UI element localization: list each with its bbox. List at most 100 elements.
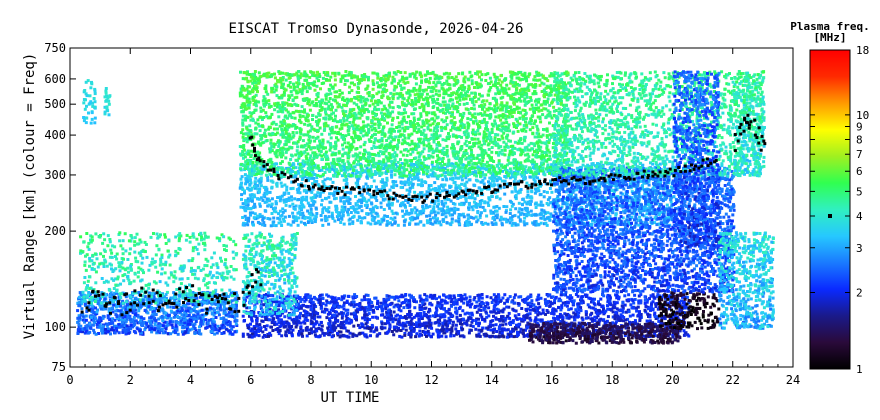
echo-cell [217, 304, 220, 307]
echo-cell [176, 301, 179, 304]
echo-cell [588, 325, 591, 328]
echo-cell [176, 310, 179, 313]
echo-cell [490, 320, 493, 323]
echo-cell [707, 321, 710, 324]
echo-cell [293, 256, 296, 259]
echo-cell [189, 323, 192, 326]
echo-cell [261, 274, 264, 277]
echo-cell [268, 313, 271, 316]
echo-cell [542, 312, 545, 315]
echo-cell [686, 311, 689, 314]
echo-cell [562, 341, 565, 344]
echo-cell [137, 266, 140, 269]
echo-cell [151, 292, 154, 295]
echo-cell [309, 313, 312, 316]
echo-cell [696, 317, 699, 320]
echo-cell [371, 305, 374, 308]
echo-cell [85, 269, 88, 272]
echo-cell [252, 296, 255, 299]
echo-cell [627, 327, 630, 330]
echo-cell [644, 330, 647, 333]
echo-cell [495, 308, 498, 311]
echo-cell [540, 318, 543, 321]
echo-cell [523, 335, 526, 338]
echo-cell [565, 324, 568, 327]
echo-cell [266, 324, 269, 327]
echo-cell [210, 256, 213, 259]
echo-cell [622, 341, 625, 344]
echo-cell [201, 309, 204, 312]
echo-cell [292, 320, 295, 323]
echo-cell [300, 325, 303, 328]
echo-cell [159, 280, 162, 283]
echo-cell [557, 330, 560, 333]
echo-cell [104, 111, 107, 114]
echo-cell [464, 293, 467, 296]
echo-cell [494, 300, 497, 303]
echo-cell [115, 327, 118, 330]
echo-cell [142, 299, 145, 302]
echo-cell [589, 313, 592, 316]
echo-cell [409, 296, 412, 299]
echo-cell [419, 312, 422, 315]
echo-cell [611, 328, 614, 331]
echo-cell [109, 263, 112, 266]
echo-cell [133, 323, 136, 326]
echo-cell [556, 315, 559, 318]
echo-cell [361, 332, 364, 335]
echo-cell [446, 330, 449, 333]
echo-cell [495, 335, 498, 338]
echo-cell [542, 322, 545, 325]
echo-cell [268, 332, 271, 335]
echo-cell [276, 274, 279, 277]
echo-cell [235, 304, 238, 307]
echo-cell [141, 262, 144, 265]
echo-cell [184, 305, 187, 308]
echo-cell [272, 245, 275, 248]
echo-cell [263, 236, 266, 239]
echo-cell [371, 324, 374, 327]
echo-cell [235, 301, 238, 304]
echo-cell [601, 331, 604, 334]
echo-cell [212, 263, 215, 266]
echo-cell [169, 320, 172, 323]
echo-cell [96, 323, 99, 326]
echo-cell [493, 293, 496, 296]
echo-cell [417, 318, 420, 321]
echo-cell [585, 332, 588, 335]
echo-cell [709, 326, 712, 329]
echo-cell [517, 302, 520, 305]
echo-cell [112, 269, 115, 272]
echo-cell [170, 317, 173, 320]
echo-cell [87, 112, 90, 115]
echo-cell [174, 236, 177, 239]
echo-cell [275, 323, 278, 326]
echo-cell [108, 307, 111, 310]
echo-cell [652, 340, 655, 343]
echo-cell [252, 243, 255, 246]
echo-cell [707, 327, 710, 330]
echo-cell [126, 324, 129, 327]
echo-cell [136, 233, 139, 236]
echo-cell [84, 98, 87, 101]
echo-cell [178, 232, 181, 235]
echo-cell [118, 231, 121, 234]
echo-cell [555, 342, 558, 345]
echo-cell [222, 321, 225, 324]
echo-cell [350, 312, 353, 315]
echo-cell [87, 280, 90, 283]
echo-cell [415, 321, 418, 324]
echo-cell [281, 304, 284, 307]
echo-cell [364, 318, 367, 321]
echo-cell [573, 316, 576, 319]
echo-cell [616, 301, 619, 304]
echo-cell [261, 309, 264, 312]
echo-cell [517, 333, 520, 336]
echo-cell [333, 305, 336, 308]
echo-cell [290, 239, 293, 242]
echo-cell [179, 319, 182, 322]
echo-cell [306, 305, 309, 308]
echo-cell [264, 300, 267, 303]
echo-cell [679, 313, 682, 316]
echo-cell [183, 319, 186, 322]
